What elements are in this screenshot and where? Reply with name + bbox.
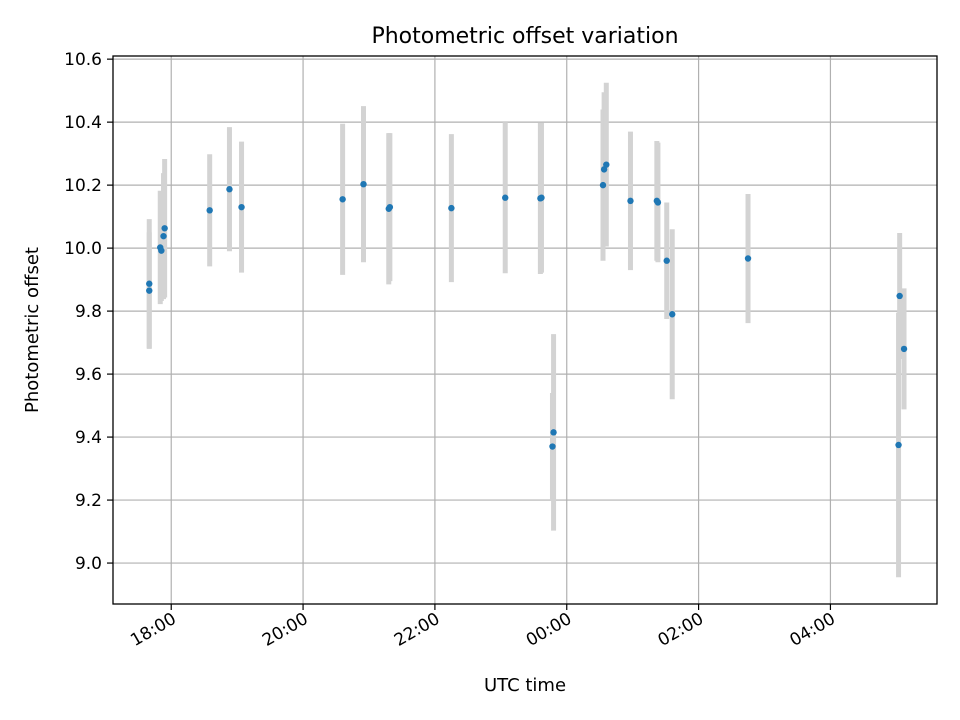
data-point — [160, 232, 167, 240]
data-point — [744, 255, 752, 262]
x-tick-label: 18:00 — [127, 609, 179, 651]
x-tick-label: 04:00 — [786, 609, 838, 651]
data-point — [900, 345, 908, 353]
data-point — [360, 180, 367, 188]
data-point — [226, 186, 233, 193]
x-tick-label: 02:00 — [655, 609, 707, 651]
chart-title: Photometric offset variation — [371, 24, 678, 49]
x-tick-label: 00:00 — [523, 609, 575, 651]
y-tick-label: 10.4 — [64, 113, 102, 133]
data-point — [550, 429, 557, 436]
data-point — [654, 199, 662, 206]
data-point — [386, 203, 394, 211]
y-tick-label: 10.0 — [64, 239, 102, 259]
data-point — [549, 443, 556, 450]
data-point — [448, 204, 455, 212]
data-point — [146, 280, 153, 287]
y-tick-label: 10.6 — [64, 50, 102, 70]
data-point — [339, 196, 346, 203]
y-tick-label: 10.2 — [64, 176, 102, 196]
plot-frame — [112, 55, 938, 605]
data-point — [538, 194, 545, 201]
data-point — [627, 197, 634, 205]
data-point — [603, 161, 610, 168]
data-point — [502, 194, 509, 201]
data-point — [896, 292, 903, 300]
data-point — [238, 203, 245, 211]
y-tick-label: 9.2 — [75, 491, 102, 511]
data-point — [895, 441, 902, 449]
data-point — [663, 257, 670, 264]
y-tick-label: 9.6 — [75, 365, 102, 385]
data-point — [158, 247, 165, 254]
grid-lines — [113, 56, 937, 604]
x-axis-label: UTC time — [484, 675, 566, 696]
x-tick-label: 22:00 — [391, 609, 443, 651]
error-bars — [146, 82, 907, 578]
data-point — [669, 311, 676, 318]
x-tick-label: 20:00 — [259, 609, 311, 651]
data-point — [599, 181, 607, 189]
y-tick-label: 9.0 — [75, 554, 102, 574]
data-points — [146, 161, 908, 450]
data-point — [206, 207, 213, 214]
data-point — [161, 225, 168, 232]
data-point — [146, 287, 153, 294]
y-tick-label: 9.4 — [75, 428, 102, 448]
y-tick-label: 9.8 — [75, 302, 102, 322]
y-axis-label: Photometric offset — [22, 247, 43, 413]
